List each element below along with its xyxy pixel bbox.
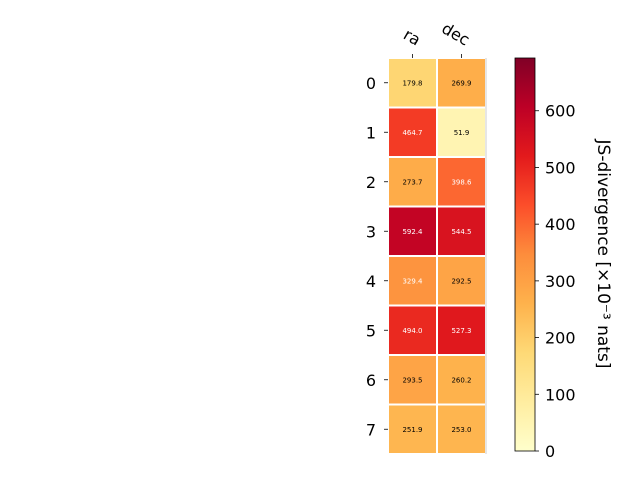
- cell-value-label: 273.7: [402, 178, 422, 186]
- cell-value-label: 494.0: [402, 327, 422, 335]
- cell-value-label: 51.9: [454, 129, 470, 137]
- heatmap-cell: [438, 356, 485, 404]
- cell-value-label: 592.4: [402, 228, 423, 236]
- row-tick-label: 1: [366, 123, 376, 142]
- row-tick-label: 2: [366, 173, 376, 192]
- heatmap-cell: [438, 207, 485, 255]
- heatmap-cell: [438, 59, 485, 107]
- row-tick-label: 5: [366, 321, 376, 340]
- heatmap-cell: [438, 306, 485, 354]
- row-tick-label: 4: [366, 272, 376, 291]
- column-tick-label: ra: [400, 25, 424, 50]
- row-tick-label: 0: [366, 74, 376, 93]
- heatmap-cell: [438, 405, 485, 453]
- heatmap-cell: [389, 59, 436, 107]
- colorbar-tick-label: 600: [545, 102, 576, 121]
- cell-value-label: 251.9: [402, 426, 422, 434]
- heatmap-cells: 179.8 269.9 464.7 51.9 273.7 398.6 592.4 544.5 3…: [389, 59, 485, 453]
- colorbar: 0 100 200 300 400 500 600: [514, 57, 576, 461]
- cell-value-label: 260.2: [451, 376, 471, 384]
- colorbar-gradient: [514, 57, 536, 452]
- colorbar-tick-label: 200: [545, 329, 576, 348]
- heatmap-cell: [389, 108, 436, 156]
- row-tick-label: 7: [366, 420, 376, 439]
- colorbar-tick-label: 300: [545, 272, 576, 291]
- colorbar-tick-label: 0: [545, 442, 555, 461]
- colorbar-label: JS-divergence [×10⁻³ nats]: [593, 139, 613, 369]
- heatmap-cell: [389, 158, 436, 206]
- row-tick-label: 6: [366, 371, 376, 390]
- cell-value-label: 179.8: [402, 79, 422, 87]
- cell-value-label: 293.5: [402, 376, 422, 384]
- heatmap-cell: [389, 356, 436, 404]
- colorbar-tick-label: 100: [545, 385, 576, 404]
- cell-value-label: 269.9: [451, 79, 471, 87]
- heatmap-cell: [438, 257, 485, 305]
- cell-value-label: 292.5: [451, 277, 471, 285]
- heatmap-cell: [389, 306, 436, 354]
- row-tick-label: 3: [366, 222, 376, 241]
- colorbar-tick-label: 500: [545, 158, 576, 177]
- cell-value-label: 544.5: [451, 228, 471, 236]
- heatmap-cell: [438, 158, 485, 206]
- heatmap-cell: [389, 405, 436, 453]
- heatmap-cell: [389, 207, 436, 255]
- colorbar-tick-label: 400: [545, 215, 576, 234]
- cell-value-label: 253.0: [451, 426, 471, 434]
- heatmap-cell: [389, 257, 436, 305]
- cell-value-label: 527.3: [451, 327, 471, 335]
- column-tick-label: dec: [439, 19, 473, 50]
- cell-value-label: 464.7: [402, 129, 422, 137]
- cell-value-label: 329.4: [402, 277, 423, 285]
- cell-value-label: 398.6: [451, 178, 472, 186]
- heatmap-cell: [438, 108, 485, 156]
